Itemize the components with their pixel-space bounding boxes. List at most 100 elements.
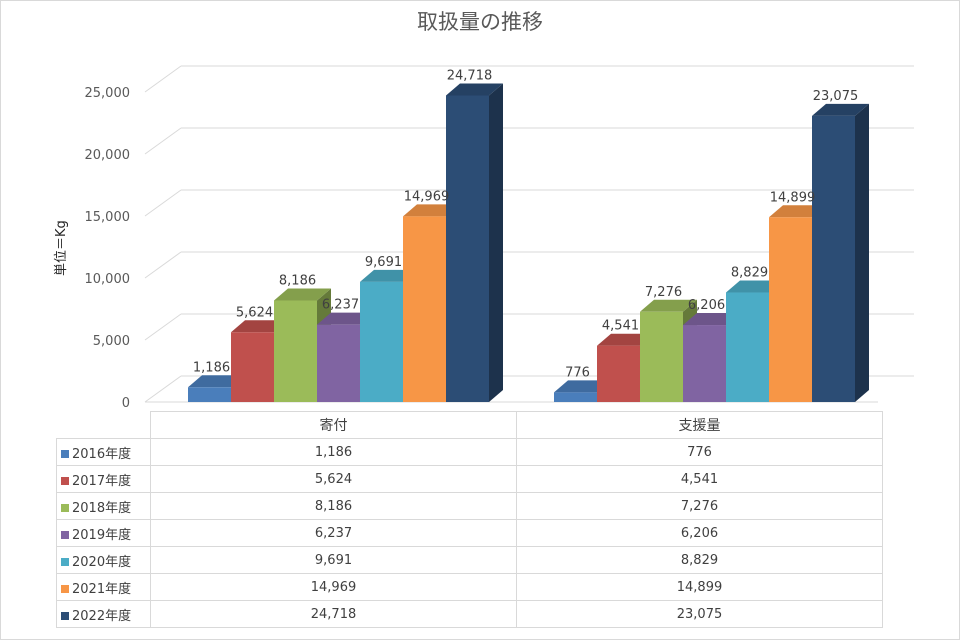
data-table-row: 2020年度 9,691 8,829 <box>56 546 883 574</box>
bar-top <box>317 312 374 325</box>
data-table-value-cell: 6,206 <box>516 519 883 547</box>
data-table-value-cell: 6,237 <box>150 519 517 547</box>
y-tick-label: 5,000 <box>93 334 130 349</box>
series-name: 2017年度 <box>72 473 132 489</box>
data-table-value-cell: 14,969 <box>150 573 517 601</box>
data-table-row: 2018年度 8,186 7,276 <box>56 492 883 520</box>
bar-value-label: 7,276 <box>645 285 682 300</box>
bar-value-label: 14,899 <box>770 190 816 205</box>
series-name: 2019年度 <box>72 527 132 543</box>
bar-top <box>274 288 331 301</box>
bar-top <box>360 269 417 282</box>
y-tick-label: 15,000 <box>85 210 131 225</box>
bar-value-label: 4,541 <box>602 319 639 334</box>
data-table-series-cell: 2018年度 <box>56 492 151 520</box>
bar-side <box>489 83 503 403</box>
bar-value-label: 8,186 <box>279 273 316 288</box>
gridline-diagonal <box>144 189 182 217</box>
bar-front <box>403 216 446 402</box>
floor-edge <box>144 375 182 403</box>
bar-side <box>855 103 869 403</box>
bar-top <box>769 205 826 218</box>
y-tick-label: 20,000 <box>85 148 131 163</box>
series-name: 2016年度 <box>72 446 132 462</box>
bar-front <box>812 115 855 403</box>
series-name: 2018年度 <box>72 500 132 516</box>
data-table-value-cell: 14,899 <box>516 573 883 601</box>
bar-value-label: 14,969 <box>404 189 450 204</box>
bar-value-label: 6,237 <box>322 298 359 313</box>
data-table-series-cell: 2017年度 <box>56 465 151 493</box>
bar-front <box>597 345 640 402</box>
gridline-diagonal <box>144 251 182 279</box>
bar-top <box>812 103 869 116</box>
data-table-value-cell: 5,624 <box>150 465 517 493</box>
data-table-row: 2016年度 1,186 776 <box>56 438 883 466</box>
data-table-body: 2016年度 1,186 776 2017年度 5,624 4,541 2018年度 8,18… <box>56 438 883 628</box>
data-table-series-cell: 2022年度 <box>56 600 151 628</box>
legend-swatch <box>61 611 69 620</box>
bar-top <box>403 204 460 217</box>
gridline-diagonal <box>144 127 182 155</box>
data-table-series-cell: 2019年度 <box>56 519 151 547</box>
data-table: 寄付 支援量 2016年度 1,186 776 2017年度 5,624 4,541 201… <box>56 411 883 628</box>
bar-value-label: 9,691 <box>365 255 402 270</box>
y-tick-label: 25,000 <box>85 86 131 101</box>
bar-front <box>554 392 597 402</box>
data-table-value-cell: 23,075 <box>516 600 883 628</box>
legend-swatch <box>61 476 69 485</box>
data-table-series-cell: 2021年度 <box>56 573 151 601</box>
bar-top <box>231 320 288 333</box>
y-tick-label: 10,000 <box>85 272 131 287</box>
data-table-header-row: 寄付 支援量 <box>56 411 883 439</box>
bar-value-label: 23,075 <box>813 89 859 104</box>
data-table-row: 2022年度 24,718 23,075 <box>56 600 883 628</box>
bar-front <box>317 324 360 402</box>
data-table-value-cell: 4,541 <box>516 465 883 493</box>
bar-front <box>726 292 769 402</box>
bar <box>812 103 869 403</box>
bar-value-label: 1,186 <box>193 360 230 375</box>
series-name: 2021年度 <box>72 581 132 597</box>
data-table-value-cell: 24,718 <box>150 600 517 628</box>
data-table-value-cell: 7,276 <box>516 492 883 520</box>
bar-top <box>597 333 654 346</box>
bar-front <box>683 325 726 402</box>
data-table-corner <box>56 411 151 439</box>
bar-front <box>446 95 489 403</box>
bar-value-label: 5,624 <box>236 305 273 320</box>
gridline-diagonal <box>144 313 182 341</box>
data-table-row: 2021年度 14,969 14,899 <box>56 573 883 601</box>
data-table-value-cell: 776 <box>516 438 883 466</box>
data-table-series-cell: 2020年度 <box>56 546 151 574</box>
bar-top <box>726 280 783 293</box>
data-table-value-cell: 1,186 <box>150 438 517 466</box>
bar-value-label: 24,718 <box>447 68 493 83</box>
data-table-value-cell: 8,829 <box>516 546 883 574</box>
bar-top <box>683 313 740 326</box>
legend-swatch <box>61 557 69 566</box>
bar-value-label: 6,206 <box>688 298 725 313</box>
y-axis-ticks: 0 5,000 10,000 15,000 20,000 25,000 <box>85 86 131 410</box>
data-table-value-cell: 9,691 <box>150 546 517 574</box>
bar-top <box>446 83 503 96</box>
legend-swatch <box>61 584 69 593</box>
bar-front <box>274 300 317 402</box>
bar-front <box>640 311 683 402</box>
bar-front <box>769 217 812 402</box>
bar-value-label: 8,829 <box>731 266 768 281</box>
data-table-value-cell: 8,186 <box>150 492 517 520</box>
data-labels: 1,186 5,624 8,186 6,237 9,691 14,969 24,718 776… <box>193 68 858 380</box>
chart-title: 取扱量の推移 <box>417 10 543 34</box>
legend-swatch <box>61 530 69 539</box>
legend-swatch <box>61 503 69 512</box>
bar-front <box>188 387 231 402</box>
data-table-category-header: 支援量 <box>516 411 883 439</box>
bar-top <box>640 299 697 312</box>
bar-top <box>188 375 245 388</box>
bar <box>446 83 503 403</box>
bar-front <box>231 332 274 402</box>
bar-series <box>188 83 869 403</box>
bar-top <box>554 380 611 393</box>
series-name: 2022年度 <box>72 608 132 624</box>
